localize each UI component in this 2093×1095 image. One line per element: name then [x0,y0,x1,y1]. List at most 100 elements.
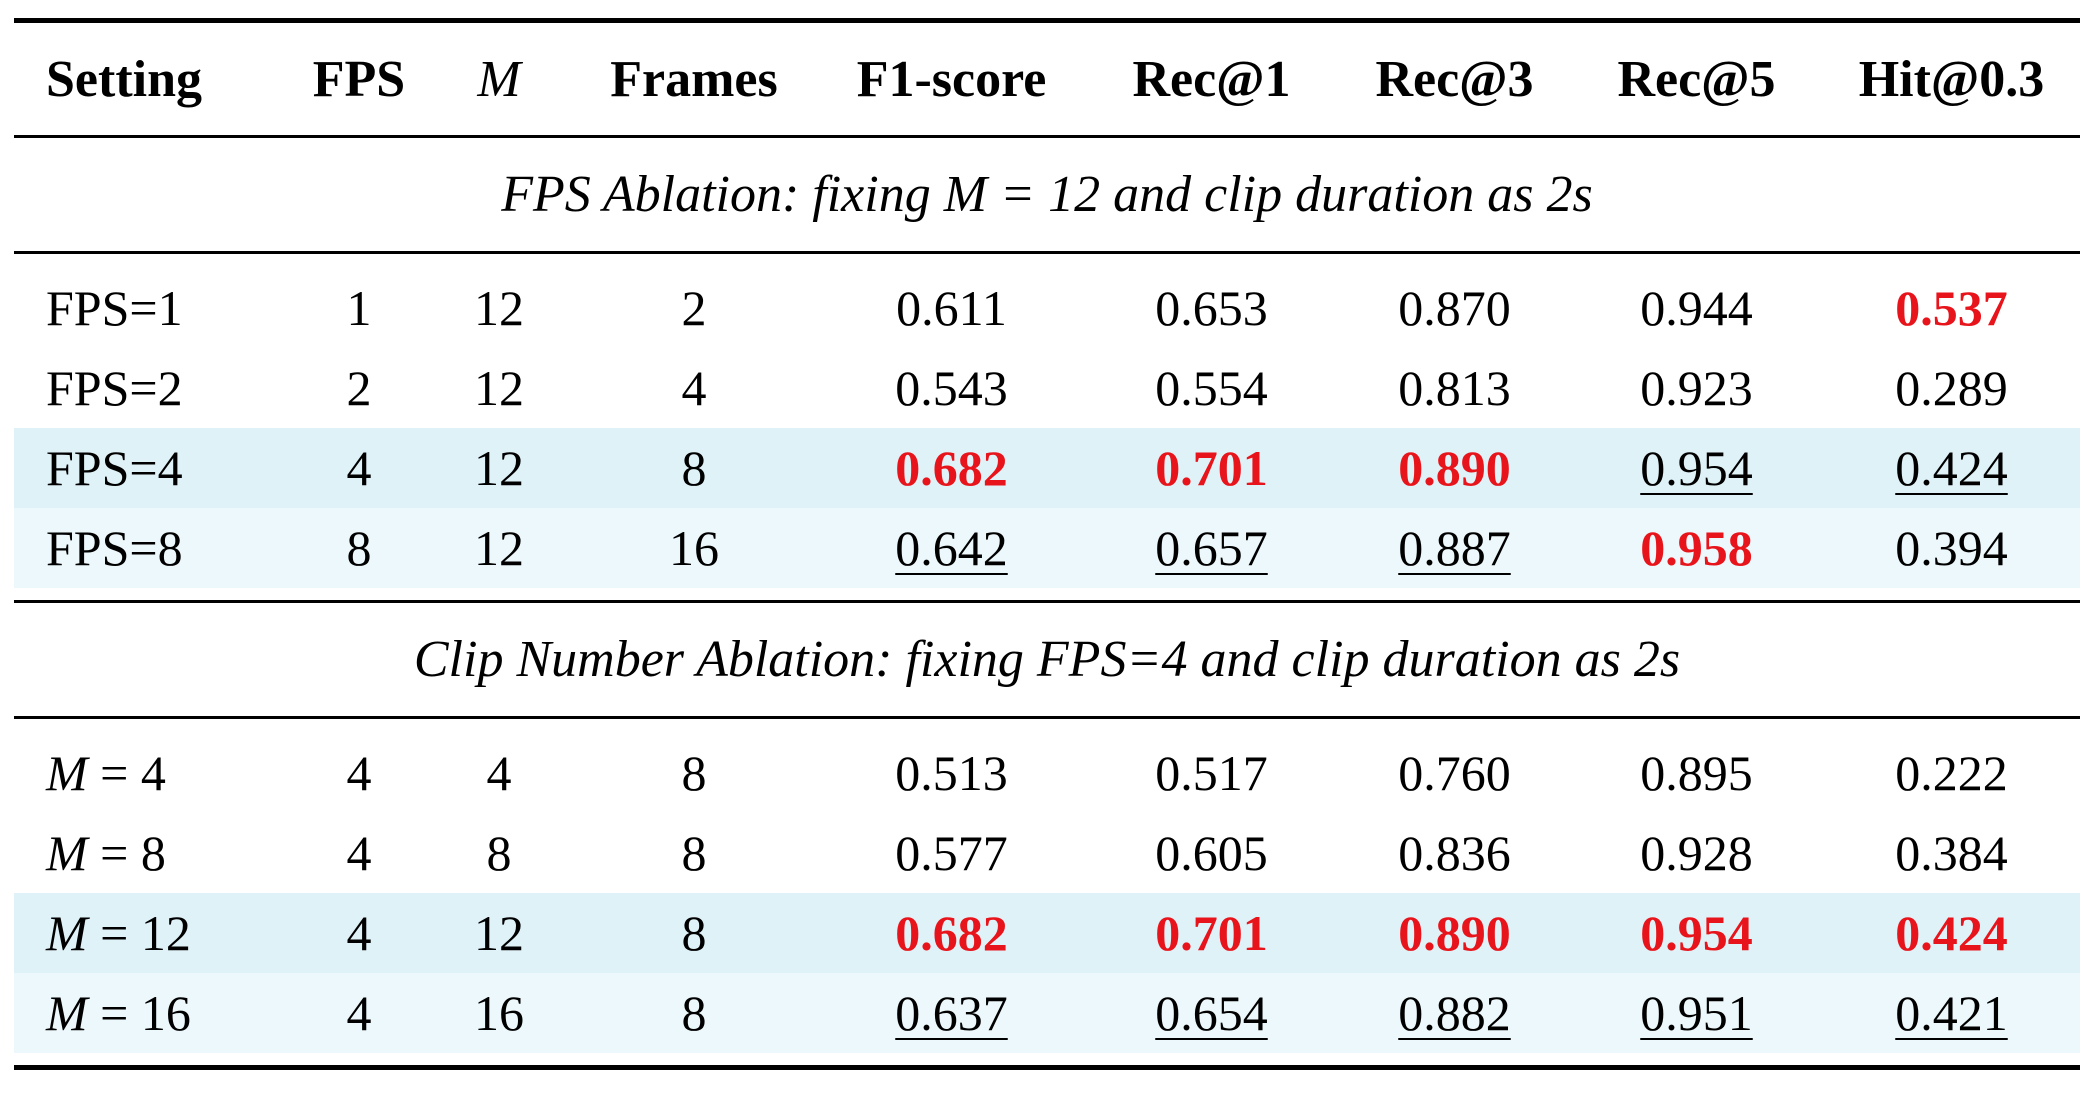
cell-rec5: 0.923 [1640,360,1753,416]
section-rule-fps [14,251,2080,254]
cell-f1: 0.682 [895,905,1008,961]
table-row: FPS=2 2 12 4 0.543 0.554 0.813 0.923 0.2… [14,348,2080,428]
cell-rec3: 0.890 [1398,905,1511,961]
table-row-highlighted: FPS=4 4 12 8 0.682 0.701 0.890 0.954 0.4… [14,428,2080,508]
cell-m: 16 [474,985,524,1041]
cell-setting: FPS=8 [46,520,183,576]
cell-m: 12 [474,905,524,961]
header-row: Setting FPS M Frames F1-score Rec@1 Rec@… [14,23,2080,135]
cell-rec5: 0.928 [1640,825,1753,881]
cell-hit: 0.537 [1895,280,2008,336]
cell-m: 12 [474,440,524,496]
cell-fps: 4 [346,745,372,801]
table-row: FPS=1 1 12 2 0.611 0.653 0.870 0.944 0.5… [14,268,2080,348]
header-fps: FPS [312,50,406,108]
cell-rec5: 0.895 [1640,745,1753,801]
cell-rec3: 0.882 [1398,985,1511,1041]
cell-hit: 0.424 [1895,440,2008,496]
cell-rec3: 0.887 [1398,520,1511,576]
header-m: M [477,50,521,108]
cell-rec5: 0.958 [1640,520,1753,576]
cell-rec1: 0.554 [1155,360,1268,416]
header-frames: Frames [610,50,778,108]
header-rec1: Rec@1 [1132,50,1291,108]
cell-frames: 8 [681,745,707,801]
cell-rec3: 0.836 [1398,825,1511,881]
table-row: M = 4 4 4 8 0.513 0.517 0.760 0.895 0.22… [14,733,2080,813]
cell-rec1: 0.701 [1155,905,1268,961]
header-rec3: Rec@3 [1375,50,1534,108]
cell-rec3: 0.890 [1398,440,1511,496]
cell-frames: 2 [681,280,707,336]
cell-m: 4 [486,745,512,801]
cell-frames: 8 [681,825,707,881]
header-hit03: Hit@0.3 [1858,50,2045,108]
cell-hit: 0.421 [1895,985,2008,1041]
cell-rec3: 0.813 [1398,360,1511,416]
table-row-highlighted: FPS=8 8 12 16 0.642 0.657 0.887 0.958 0.… [14,508,2080,588]
table-row: M = 8 4 8 8 0.577 0.605 0.836 0.928 0.38… [14,813,2080,893]
section-title-fps-text: FPS Ablation: fixing M = 12 and clip dur… [501,166,1593,223]
section-rule-clip-number [14,716,2080,719]
cell-fps: 4 [346,905,372,961]
cell-setting: FPS=2 [46,360,183,416]
cell-setting: FPS=4 [46,440,183,496]
section-divider-rule [14,600,2080,603]
cell-frames: 4 [681,360,707,416]
cell-rec5: 0.954 [1640,905,1753,961]
cell-f1: 0.682 [895,440,1008,496]
cell-fps: 4 [346,440,372,496]
cell-rec5: 0.944 [1640,280,1753,336]
cell-rec1: 0.657 [1155,520,1268,576]
cell-f1: 0.642 [895,520,1008,576]
cell-setting: M = 8 [46,825,166,881]
bottom-rule [14,1065,2080,1070]
top-rule [14,18,2080,23]
cell-hit: 0.289 [1895,360,2008,416]
cell-rec3: 0.870 [1398,280,1511,336]
cell-rec5: 0.951 [1640,985,1753,1041]
cell-frames: 8 [681,440,707,496]
cell-fps: 4 [346,985,372,1041]
cell-frames: 16 [669,520,719,576]
table-row-highlighted: M = 12 4 12 8 0.682 0.701 0.890 0.954 0.… [14,893,2080,973]
section-title-clip-number-text: Clip Number Ablation: fixing FPS=4 and c… [413,631,1681,688]
cell-fps: 1 [346,280,372,336]
cell-setting: M = 12 [46,905,191,961]
cell-rec1: 0.517 [1155,745,1268,801]
ablation-table: Setting FPS M Frames F1-score Rec@1 Rec@… [14,18,2080,1070]
cell-hit: 0.384 [1895,825,2008,881]
cell-rec1: 0.654 [1155,985,1268,1041]
cell-setting: FPS=1 [46,280,183,336]
cell-rec1: 0.605 [1155,825,1268,881]
cell-m: 12 [474,520,524,576]
header-rec5: Rec@5 [1617,50,1776,108]
cell-f1: 0.513 [895,745,1008,801]
cell-setting: M = 16 [46,985,191,1041]
cell-hit: 0.394 [1895,520,2008,576]
cell-frames: 8 [681,905,707,961]
cell-m: 12 [474,280,524,336]
cell-rec1: 0.653 [1155,280,1268,336]
cell-fps: 8 [346,520,372,576]
cell-rec5: 0.954 [1640,440,1753,496]
table-row-highlighted: M = 16 4 16 8 0.637 0.654 0.882 0.951 0.… [14,973,2080,1053]
cell-m: 12 [474,360,524,416]
cell-hit: 0.222 [1895,745,2008,801]
cell-fps: 4 [346,825,372,881]
cell-rec3: 0.760 [1398,745,1511,801]
cell-hit: 0.424 [1895,905,2008,961]
cell-frames: 8 [681,985,707,1041]
cell-f1: 0.577 [895,825,1008,881]
header-f1-score: F1-score [856,50,1047,108]
cell-setting: M = 4 [46,745,166,801]
section-title-fps: FPS Ablation: fixing M = 12 and clip dur… [14,138,2080,251]
cell-f1: 0.637 [895,985,1008,1041]
cell-m: 8 [486,825,512,881]
section-title-clip-number: Clip Number Ablation: fixing FPS=4 and c… [14,603,2080,716]
cell-fps: 2 [346,360,372,416]
header-setting: Setting [46,50,202,108]
cell-f1: 0.543 [895,360,1008,416]
header-rule [14,135,2080,138]
cell-f1: 0.611 [896,280,1007,336]
